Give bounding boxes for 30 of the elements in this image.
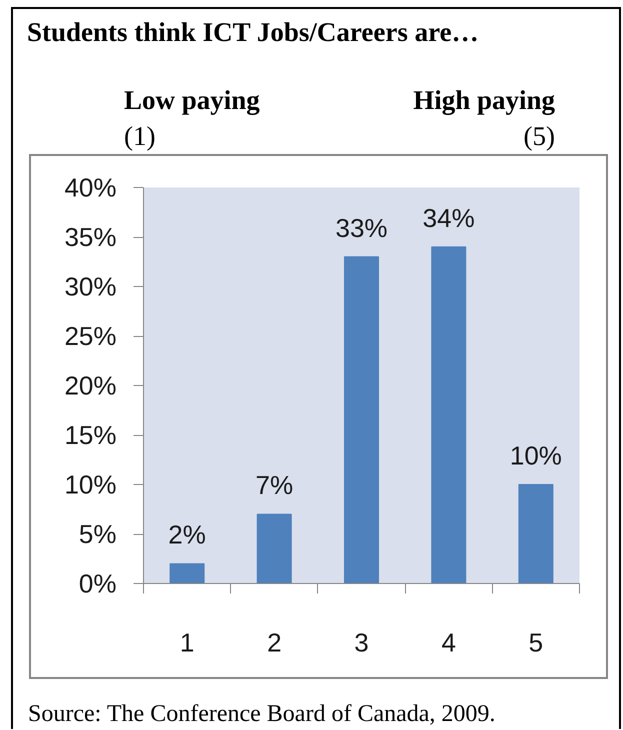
y-tick-label: 20% [64, 370, 117, 400]
data-label: 7% [256, 470, 294, 500]
y-tick-label: 30% [64, 272, 117, 302]
text: (1) [124, 121, 156, 152]
x-tick-label: 3 [354, 628, 369, 658]
text: High paying [413, 85, 555, 116]
data-label: 33% [335, 212, 388, 243]
data-label: 2% [168, 520, 206, 550]
bar [518, 484, 554, 584]
y-tick-label: 0% [78, 568, 116, 598]
text: Low paying [124, 85, 260, 116]
y-tick-label: 10% [64, 470, 117, 500]
y-tick-label: 15% [64, 420, 117, 450]
x-tick-label: 5 [528, 628, 544, 658]
chart-title: Students think ICT Jobs/Careers are… [27, 17, 479, 48]
text: (5) [524, 121, 555, 152]
y-tick-label: 5% [78, 519, 116, 549]
bar [170, 563, 205, 584]
x-tick-label: 2 [267, 628, 282, 658]
y-tick-label: 40% [64, 172, 117, 202]
x-tick-label: 1 [180, 628, 194, 658]
source-note: Source: The Conference Board of Canada, 2009. [28, 700, 496, 727]
data-label: 10% [510, 440, 562, 470]
bar [256, 514, 292, 584]
x-tick-label: 4 [441, 628, 456, 658]
y-tick-label: 35% [64, 222, 117, 252]
bar [431, 246, 466, 584]
bar [344, 256, 380, 584]
data-label: 34% [422, 202, 475, 233]
y-tick-label: 25% [64, 321, 117, 351]
